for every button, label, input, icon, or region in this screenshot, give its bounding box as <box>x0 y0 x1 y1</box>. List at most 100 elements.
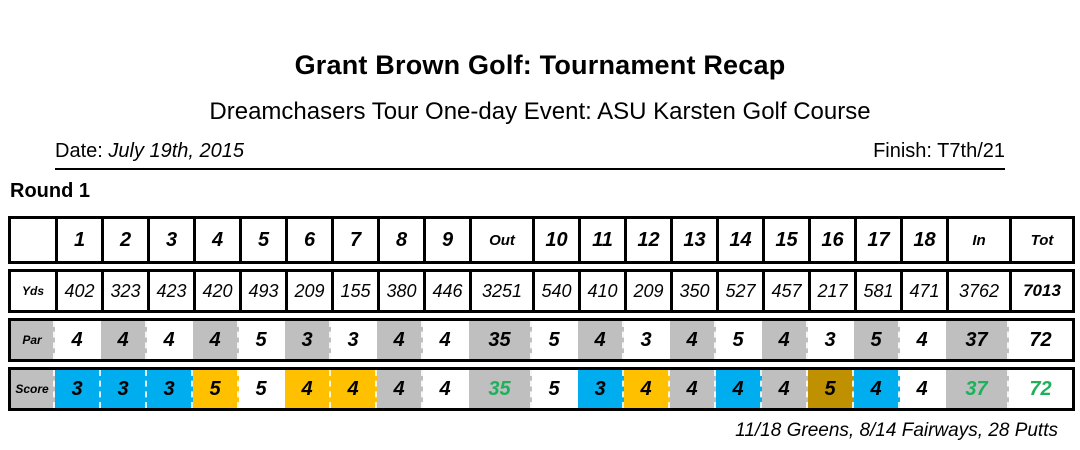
col-header-5: 5 <box>239 216 288 264</box>
date-value: July 19th, 2015 <box>108 140 245 162</box>
col-header-1: 1 <box>55 216 104 264</box>
yds-row-label: Yds <box>8 269 58 313</box>
par-cell-15: 4 <box>762 321 808 359</box>
score-cell-3: 3 <box>147 370 193 408</box>
score-cell-10: 5 <box>532 370 578 408</box>
par-cell-2: 4 <box>101 321 147 359</box>
par-row-label: Par <box>11 321 55 359</box>
col-header-12: 12 <box>624 216 673 264</box>
score-cell-1: 3 <box>55 370 101 408</box>
score-row: Score 3 3 3 5 5 4 4 4 4 35 5 3 4 4 4 4 5 4 4 37 72 <box>8 367 1075 411</box>
par-cell-9: 4 <box>423 321 469 359</box>
round-stats: 11/18 Greens, 8/14 Fairways, 28 Putts <box>735 420 1058 441</box>
score-cell-7: 4 <box>331 370 377 408</box>
yds-cell-18: 471 <box>900 269 949 313</box>
col-header-13: 13 <box>670 216 719 264</box>
page-subtitle: Dreamchasers Tour One-day Event: ASU Kar… <box>209 98 871 125</box>
par-cell-out: 35 <box>469 321 532 359</box>
score-cell-6: 4 <box>285 370 331 408</box>
yds-cell-5: 493 <box>239 269 288 313</box>
yds-cell-17: 581 <box>854 269 903 313</box>
par-cell-3: 4 <box>147 321 193 359</box>
par-cell-18: 4 <box>900 321 946 359</box>
par-cell-16: 3 <box>808 321 854 359</box>
col-header-4: 4 <box>193 216 242 264</box>
par-row: Par 4 4 4 4 5 3 3 4 4 35 5 4 3 4 5 4 3 5 4 37 72 <box>8 318 1075 362</box>
col-header-in: In <box>946 216 1012 264</box>
par-cell-6: 3 <box>285 321 331 359</box>
score-cell-out: 35 <box>469 370 532 408</box>
col-header-3: 3 <box>147 216 196 264</box>
finish-value: T7th/21 <box>937 140 1005 162</box>
round-label: Round 1 <box>10 180 90 202</box>
col-header-17: 17 <box>854 216 903 264</box>
score-cell-15: 4 <box>762 370 808 408</box>
yds-cell-6: 209 <box>285 269 334 313</box>
col-header-18: 18 <box>900 216 949 264</box>
col-header-9: 9 <box>423 216 472 264</box>
score-cell-14: 4 <box>716 370 762 408</box>
col-header-6: 6 <box>285 216 334 264</box>
col-header-7: 7 <box>331 216 380 264</box>
date-field: Date: July 19th, 2015 <box>55 140 244 163</box>
score-cell-tot: 72 <box>1009 370 1072 408</box>
par-cell-1: 4 <box>55 321 101 359</box>
yds-cell-4: 420 <box>193 269 242 313</box>
score-cell-16: 5 <box>808 370 854 408</box>
yds-cell-8: 380 <box>377 269 426 313</box>
score-cell-4: 5 <box>193 370 239 408</box>
yds-cell-out: 3251 <box>469 269 535 313</box>
par-cell-8: 4 <box>377 321 423 359</box>
col-header-8: 8 <box>377 216 426 264</box>
score-cell-9: 4 <box>423 370 469 408</box>
par-cell-5: 5 <box>239 321 285 359</box>
par-cell-11: 4 <box>578 321 624 359</box>
yds-cell-1: 402 <box>55 269 104 313</box>
score-cell-12: 4 <box>624 370 670 408</box>
col-header-15: 15 <box>762 216 811 264</box>
date-label: Date: <box>55 140 103 162</box>
yds-cell-tot: 7013 <box>1009 269 1075 313</box>
score-cell-8: 4 <box>377 370 423 408</box>
yds-cell-10: 540 <box>532 269 581 313</box>
col-header-out: Out <box>469 216 535 264</box>
score-cell-in: 37 <box>946 370 1009 408</box>
par-cell-in: 37 <box>946 321 1009 359</box>
par-cell-7: 3 <box>331 321 377 359</box>
col-header-10: 10 <box>532 216 581 264</box>
par-cell-13: 4 <box>670 321 716 359</box>
score-cell-17: 4 <box>854 370 900 408</box>
yds-cell-15: 457 <box>762 269 811 313</box>
score-cell-5: 5 <box>239 370 285 408</box>
yds-cell-12: 209 <box>624 269 673 313</box>
page-title: Grant Brown Golf: Tournament Recap <box>294 50 786 80</box>
yds-cell-13: 350 <box>670 269 719 313</box>
scorecard-table: 1 2 3 4 5 6 7 8 9 Out 10 11 12 13 14 15 16 17 18 In Tot Yds 40… <box>8 216 1075 411</box>
meta-line: Date: July 19th, 2015 Finish: T7th/21 <box>55 140 1005 170</box>
score-cell-18: 4 <box>900 370 946 408</box>
finish-field: Finish: T7th/21 <box>873 140 1005 163</box>
yds-cell-16: 217 <box>808 269 857 313</box>
yds-cell-11: 410 <box>578 269 627 313</box>
col-header-16: 16 <box>808 216 857 264</box>
col-header-11: 11 <box>578 216 627 264</box>
score-row-label: Score <box>11 370 55 408</box>
par-cell-14: 5 <box>716 321 762 359</box>
col-header-tot: Tot <box>1009 216 1075 264</box>
yds-cell-in: 3762 <box>946 269 1012 313</box>
col-header-14: 14 <box>716 216 765 264</box>
yds-cell-14: 527 <box>716 269 765 313</box>
par-cell-12: 3 <box>624 321 670 359</box>
yds-cell-7: 155 <box>331 269 380 313</box>
scorecard-header-row: 1 2 3 4 5 6 7 8 9 Out 10 11 12 13 14 15 16 17 18 In Tot <box>8 216 1075 264</box>
par-cell-10: 5 <box>532 321 578 359</box>
col-header-2: 2 <box>101 216 150 264</box>
yds-cell-3: 423 <box>147 269 196 313</box>
score-cell-11: 3 <box>578 370 624 408</box>
yds-row: Yds 402 323 423 420 493 209 155 380 446 3251 540 410… <box>8 269 1075 313</box>
yds-cell-2: 323 <box>101 269 150 313</box>
par-cell-17: 5 <box>854 321 900 359</box>
score-cell-2: 3 <box>101 370 147 408</box>
par-cell-tot: 72 <box>1009 321 1072 359</box>
